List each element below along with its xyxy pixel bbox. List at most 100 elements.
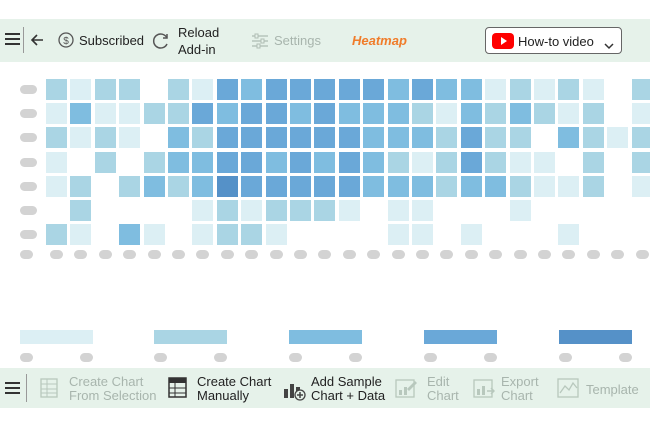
heatmap-cell (241, 151, 263, 173)
heatmap-cell (436, 79, 458, 100)
settings-button[interactable]: Settings (251, 31, 323, 51)
heatmap-cell (216, 200, 238, 221)
heatmap-cell (460, 127, 482, 149)
legend-swatch (559, 330, 632, 344)
heatmap-cell (338, 127, 360, 149)
heatmap-cell (241, 200, 263, 221)
heatmap-cell (436, 151, 458, 173)
heatmap-cell (290, 79, 311, 100)
legend-label (20, 353, 33, 362)
heatmap-cell (46, 224, 67, 246)
heatmap-cell (436, 127, 458, 149)
export-chart-button[interactable]: Export Chart (473, 373, 545, 405)
heatmap-cell (509, 200, 531, 221)
heatmap-cell (338, 175, 360, 197)
column-label (294, 250, 307, 260)
heatmap-cell (338, 200, 360, 221)
legend-swatch (154, 330, 227, 344)
heatmap-cell (70, 103, 92, 125)
heatmap-cell (314, 103, 336, 125)
column-label (367, 250, 381, 260)
heatmap-cell (485, 151, 507, 173)
heatmap-cell (338, 151, 360, 173)
subscribed-button[interactable]: $ Subscribed (58, 31, 144, 51)
toolbar-divider (26, 374, 27, 402)
export-chart-line1: Export (501, 374, 539, 389)
legend-swatch (20, 330, 93, 344)
legend-label (349, 353, 362, 362)
legend-label (80, 353, 93, 362)
row-label (20, 230, 37, 240)
heatmap-cell (387, 103, 409, 125)
heatmap-cell (534, 175, 555, 197)
heatmap-cell (631, 175, 650, 197)
hamburger-menu-icon[interactable] (5, 33, 20, 46)
heatmap-cell (94, 127, 116, 149)
heatmap-cell (216, 127, 238, 149)
create-chart-manually-button[interactable]: Create Chart Manually (166, 373, 276, 405)
column-label (20, 250, 33, 260)
template-button[interactable]: Template (557, 373, 641, 405)
add-sample-line1: Add Sample (311, 374, 382, 389)
heatmap-cell (485, 103, 507, 125)
heatmap-cell (94, 79, 116, 100)
edit-chart-button[interactable]: Edit Chart (395, 373, 461, 405)
heatmap-cell (582, 175, 604, 197)
heatmap-cell (509, 103, 531, 125)
heatmap-cell (485, 175, 507, 197)
create-manually-line2: Manually (197, 388, 250, 403)
column-label (342, 250, 356, 260)
heatmap-cell (509, 151, 531, 173)
row-label (20, 206, 37, 215)
heatmap-cell (412, 127, 433, 149)
heatmap-cell (241, 175, 263, 197)
legend-label (289, 353, 302, 362)
heatmap-cell (265, 127, 287, 149)
heatmap-cell (216, 224, 238, 246)
heatmap-cell (387, 200, 409, 221)
heatmap-cell (558, 175, 580, 197)
heatmap-cell (119, 224, 141, 246)
heatmap-cell (582, 79, 604, 100)
create-from-selection-line1: Create Chart (69, 374, 144, 389)
heatmap-cell (216, 151, 238, 173)
edit-chart-line1: Edit (427, 374, 450, 389)
how-to-video-button[interactable]: How-to video (485, 27, 622, 54)
reload-addin-button[interactable]: Reload Add-in (152, 24, 222, 58)
heatmap-cell (265, 224, 287, 246)
heatmap-cell (46, 103, 67, 125)
youtube-icon (492, 33, 514, 49)
heatmap-cell (485, 127, 507, 149)
back-arrow-icon[interactable] (29, 32, 45, 48)
heatmap-cell (460, 175, 482, 197)
heatmap-cell (119, 103, 141, 125)
legend-label (484, 353, 497, 362)
template-icon (557, 377, 581, 399)
heatmap-cell (387, 127, 409, 149)
table-selection-icon (40, 378, 58, 398)
heatmap-cell (70, 224, 92, 246)
heatmap-cell (216, 79, 238, 100)
heatmap-cell (241, 224, 263, 246)
heatmap-cell (192, 151, 214, 173)
heatmap-cell (631, 103, 650, 125)
heatmap-cell (143, 151, 165, 173)
row-label (20, 181, 37, 191)
legend-label (619, 353, 632, 362)
hamburger-menu-icon[interactable] (5, 382, 20, 395)
reload-icon (152, 32, 170, 50)
heatmap-cell (119, 127, 141, 149)
heatmap-cell (46, 127, 67, 149)
heatmap-cell (241, 127, 263, 149)
heatmap-cell (70, 175, 92, 197)
create-chart-from-selection-button[interactable]: Create Chart From Selection (38, 373, 158, 405)
heatmap-cell (412, 151, 433, 173)
add-sample-chart-button[interactable]: Add Sample Chart + Data (282, 373, 386, 405)
heatmap-cell (265, 200, 287, 221)
column-label (98, 250, 112, 260)
heatmap-cell (338, 79, 360, 100)
settings-label: Settings (274, 33, 321, 48)
column-label (50, 250, 63, 260)
column-label (123, 250, 137, 260)
heatmap-cell (192, 127, 214, 149)
